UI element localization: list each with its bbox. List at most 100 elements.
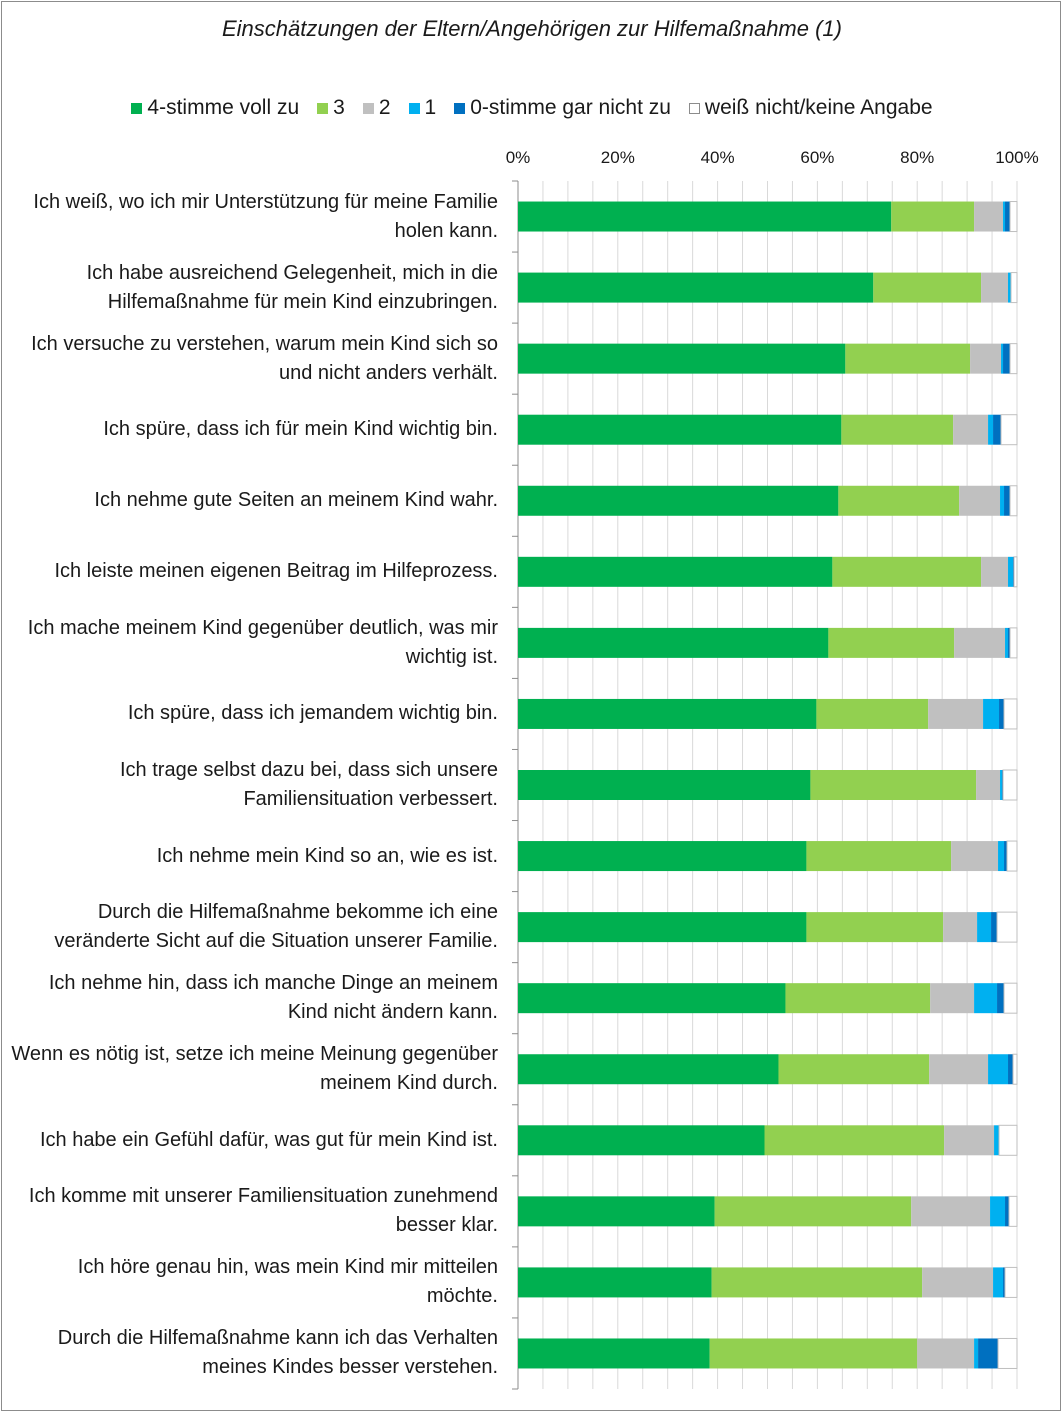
bar-segment-s0 [999,698,1005,729]
bar-segment-s3 [709,1338,918,1369]
bar-segment-s2 [959,485,1001,516]
bar-segment-sna [996,911,1018,943]
bar-segment-s1 [1000,485,1005,516]
bar-segment-sna [1006,840,1018,872]
x-tick-label: 40% [701,148,735,167]
category-label: Ich nehme hin, dass ich manche Dinge an … [48,972,498,1024]
bar-segment-s4 [518,1054,779,1085]
bar-segment-s0 [1005,1196,1010,1227]
chart-title: Einschätzungen der Eltern/Angehörigen zu… [222,16,842,41]
legend-label-sna: weiß nicht/keine Angabe [704,96,933,119]
bar-segment-s2 [976,770,1001,800]
bar-segment-s4 [518,343,846,374]
bar-segment-sna [1009,201,1018,233]
bar-segment-s4 [518,1125,765,1156]
bar-segment-s2 [928,698,984,729]
bar-segment-sna [1009,627,1018,659]
bar-segment-s0 [1008,627,1011,658]
bar-segment-sna [1002,769,1018,801]
legend-label-s4: 4-stimme voll zu [147,96,300,119]
bar-segment-s3 [845,343,971,374]
bar-segment-sna [1000,414,1018,446]
bar-segment-s3 [806,912,944,943]
bar-segment-s1 [988,414,994,445]
bar-segment-s1 [990,1196,1006,1227]
bar-segment-s0 [1004,841,1008,872]
bar-segment-s4 [518,770,811,800]
bar-segment-sna [1009,485,1018,517]
legend-item-s2: 2 [362,96,391,120]
bar-segment-sna [1010,272,1018,304]
bar-segment-s1 [988,1054,1009,1085]
x-tick-label: 20% [601,148,635,167]
bar-segment-s2 [970,343,1002,374]
category-label: Ich habe ein Gefühl dafür, was gut für m… [39,1128,498,1151]
category-label: Ich habe ausreichend Gelegenheit, mich i… [86,261,498,313]
bar-segment-sna [1003,698,1018,730]
bar-segment-s0 [993,414,1002,445]
bar-segment-s4 [518,556,833,587]
bar-segment-s0 [1008,1054,1014,1085]
bar-segment-s0 [997,983,1005,1014]
legend-swatch-s1 [408,102,420,114]
bar-segment-s1 [1008,272,1012,303]
bar-segment-s4 [518,698,817,729]
bar-segment-s0 [991,912,998,943]
bar-segment-s4 [518,627,829,658]
bar-segment-s0 [1005,201,1011,232]
category-label: Ich trage selbst dazu bei, dass sich uns… [120,759,498,810]
bar-segment-s3 [711,1267,923,1298]
bar-segment-s0 [1003,1267,1006,1298]
legend-swatch-s0 [454,102,466,114]
legend-item-s4: 4-stimme voll zu [131,96,299,120]
bar-segment-s1 [998,841,1005,872]
bar-segment-s2 [944,1125,995,1156]
legend-label-s1: 1 [424,96,437,119]
legend-item-sna: weiß nicht/keine Angabe [688,96,933,120]
chart-legend: 4-stimme voll zu 3 2 1 0-stimme gar nich… [0,96,1064,120]
legend-label-s3: 3 [333,96,345,119]
bar-segment-sna [1012,1053,1018,1085]
bar-segment-s2 [922,1267,994,1298]
bar-segment-s1 [974,983,998,1014]
bar-segment-sna [1013,556,1018,588]
bar-segment-s3 [828,627,955,658]
legend-swatch-s2 [362,102,374,114]
category-label: Ich mache meinem Kind gegenüber deutlich… [27,616,498,668]
legend-swatch-s3 [317,102,329,114]
category-label: Ich höre genau hin, was mein Kind mir mi… [77,1256,498,1308]
bar-segment-s1 [1003,201,1006,232]
bar-segment-s3 [838,485,960,516]
bar-segment-s2 [917,1338,975,1369]
bar-segment-sna [1008,1195,1018,1227]
bar-segment-s2 [981,272,1009,303]
bar-segment-s2 [974,201,1004,232]
bar-segment-s1 [994,1125,1000,1156]
bar-segment-s3 [841,414,954,445]
bar-segment-s2 [929,1054,989,1085]
bar-segment-s4 [518,983,786,1014]
bar-segment-sna [1009,343,1018,375]
bar-segment-s3 [785,983,931,1014]
legend-swatch-s4 [131,102,143,114]
x-tick-label: 60% [800,148,834,167]
bar-segment-s4 [518,485,839,516]
bar-segment-s2 [911,1196,991,1227]
bar-segment-s4 [518,414,842,445]
bar-segment-s1 [983,698,1000,729]
category-label: Ich leiste meinen eigenen Beitrag im Hil… [54,560,498,583]
bar-segment-s4 [518,201,892,232]
bar-segment-s3 [816,698,929,729]
legend-item-s0: 0-stimme gar nicht zu [454,96,671,120]
bar-segment-s3 [778,1054,930,1085]
category-label: Ich spüre, dass ich für mein Kind wichti… [103,418,498,441]
category-label: Wenn es nötig ist, setze ich meine Meinu… [11,1043,498,1095]
bar-segment-s4 [518,272,874,303]
bar-segment-s4 [518,841,807,872]
bar-segment-s3 [714,1196,912,1227]
category-label: Ich komme mit unserer Familiensituation … [28,1185,498,1237]
bar-segment-s3 [873,272,982,303]
bar-segment-s2 [951,841,999,872]
bar-segment-s4 [518,1196,715,1227]
bar-segment-s4 [518,912,807,943]
